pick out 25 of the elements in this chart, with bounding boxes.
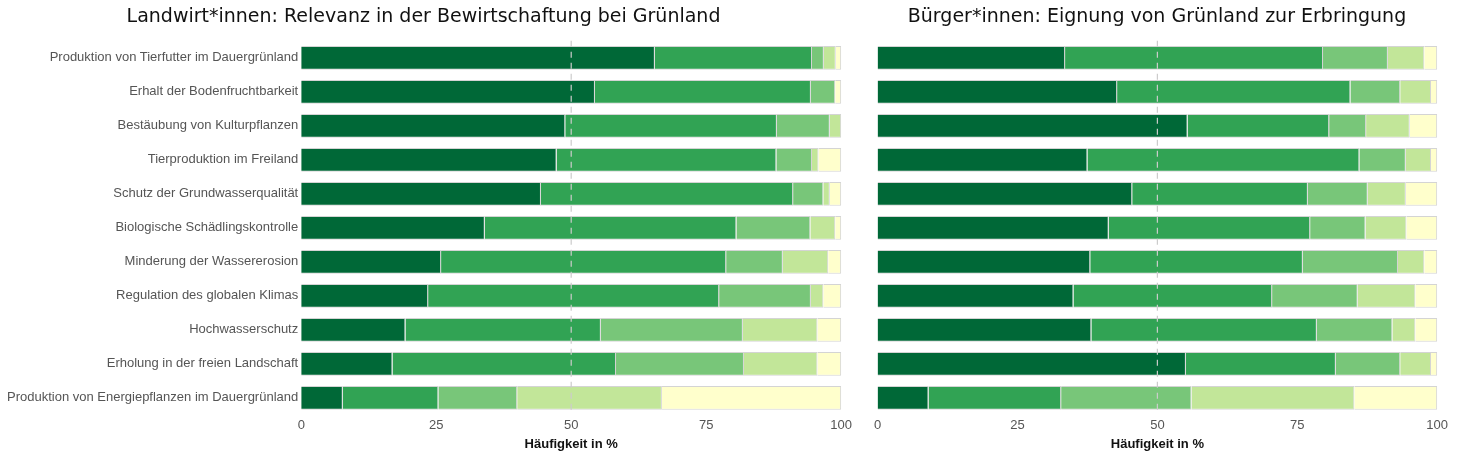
chart-title: Landwirt*innen: Relevanz in der Bewirtschaftung bei Grünland xyxy=(126,4,721,27)
x-tick-label: 0 xyxy=(874,417,882,433)
x-tick-label: 100 xyxy=(830,417,853,433)
y-tick-label: Biologische Schädlingskontrolle xyxy=(115,219,299,235)
y-tick-label: Bestäubung von Kulturpflanzen xyxy=(117,117,299,133)
y-tick-label: Hochwasserschutz xyxy=(189,321,299,337)
x-tick-label: 100 xyxy=(1426,417,1449,433)
y-tick-label: Regulation des globalen Klimas xyxy=(116,287,299,303)
y-tick-label: Erholung in der freien Landschaft xyxy=(106,355,299,371)
y-tick-label: Tierproduktion im Freiland xyxy=(147,151,299,167)
y-tick-label: Produktion von Energiepflanzen im Dauergrünland xyxy=(6,389,299,405)
x-axis-title: Häufigkeit in % xyxy=(1110,435,1205,451)
y-tick-label: Produktion von Tierfutter im Dauergrünland xyxy=(49,49,299,65)
x-tick-label: 0 xyxy=(297,417,305,433)
y-tick-label: Erhalt der Bodenfruchtbarkeit xyxy=(129,83,299,99)
y-tick-label: Minderung der Wassererosion xyxy=(124,253,299,269)
x-tick-label: 25 xyxy=(1010,417,1025,433)
chart-title: Bürger*innen: Eignung von Grünland zur Erbringung xyxy=(907,4,1407,27)
x-axis-title: Häufigkeit in % xyxy=(524,435,619,451)
x-tick-label: 25 xyxy=(428,417,444,433)
y-tick-label: Schutz der Grundwasserqualität xyxy=(113,185,299,201)
x-tick-label: 75 xyxy=(1290,417,1305,433)
x-tick-label: 75 xyxy=(698,417,714,433)
x-tick-label: 50 xyxy=(1150,417,1165,433)
x-tick-label: 50 xyxy=(563,417,579,433)
